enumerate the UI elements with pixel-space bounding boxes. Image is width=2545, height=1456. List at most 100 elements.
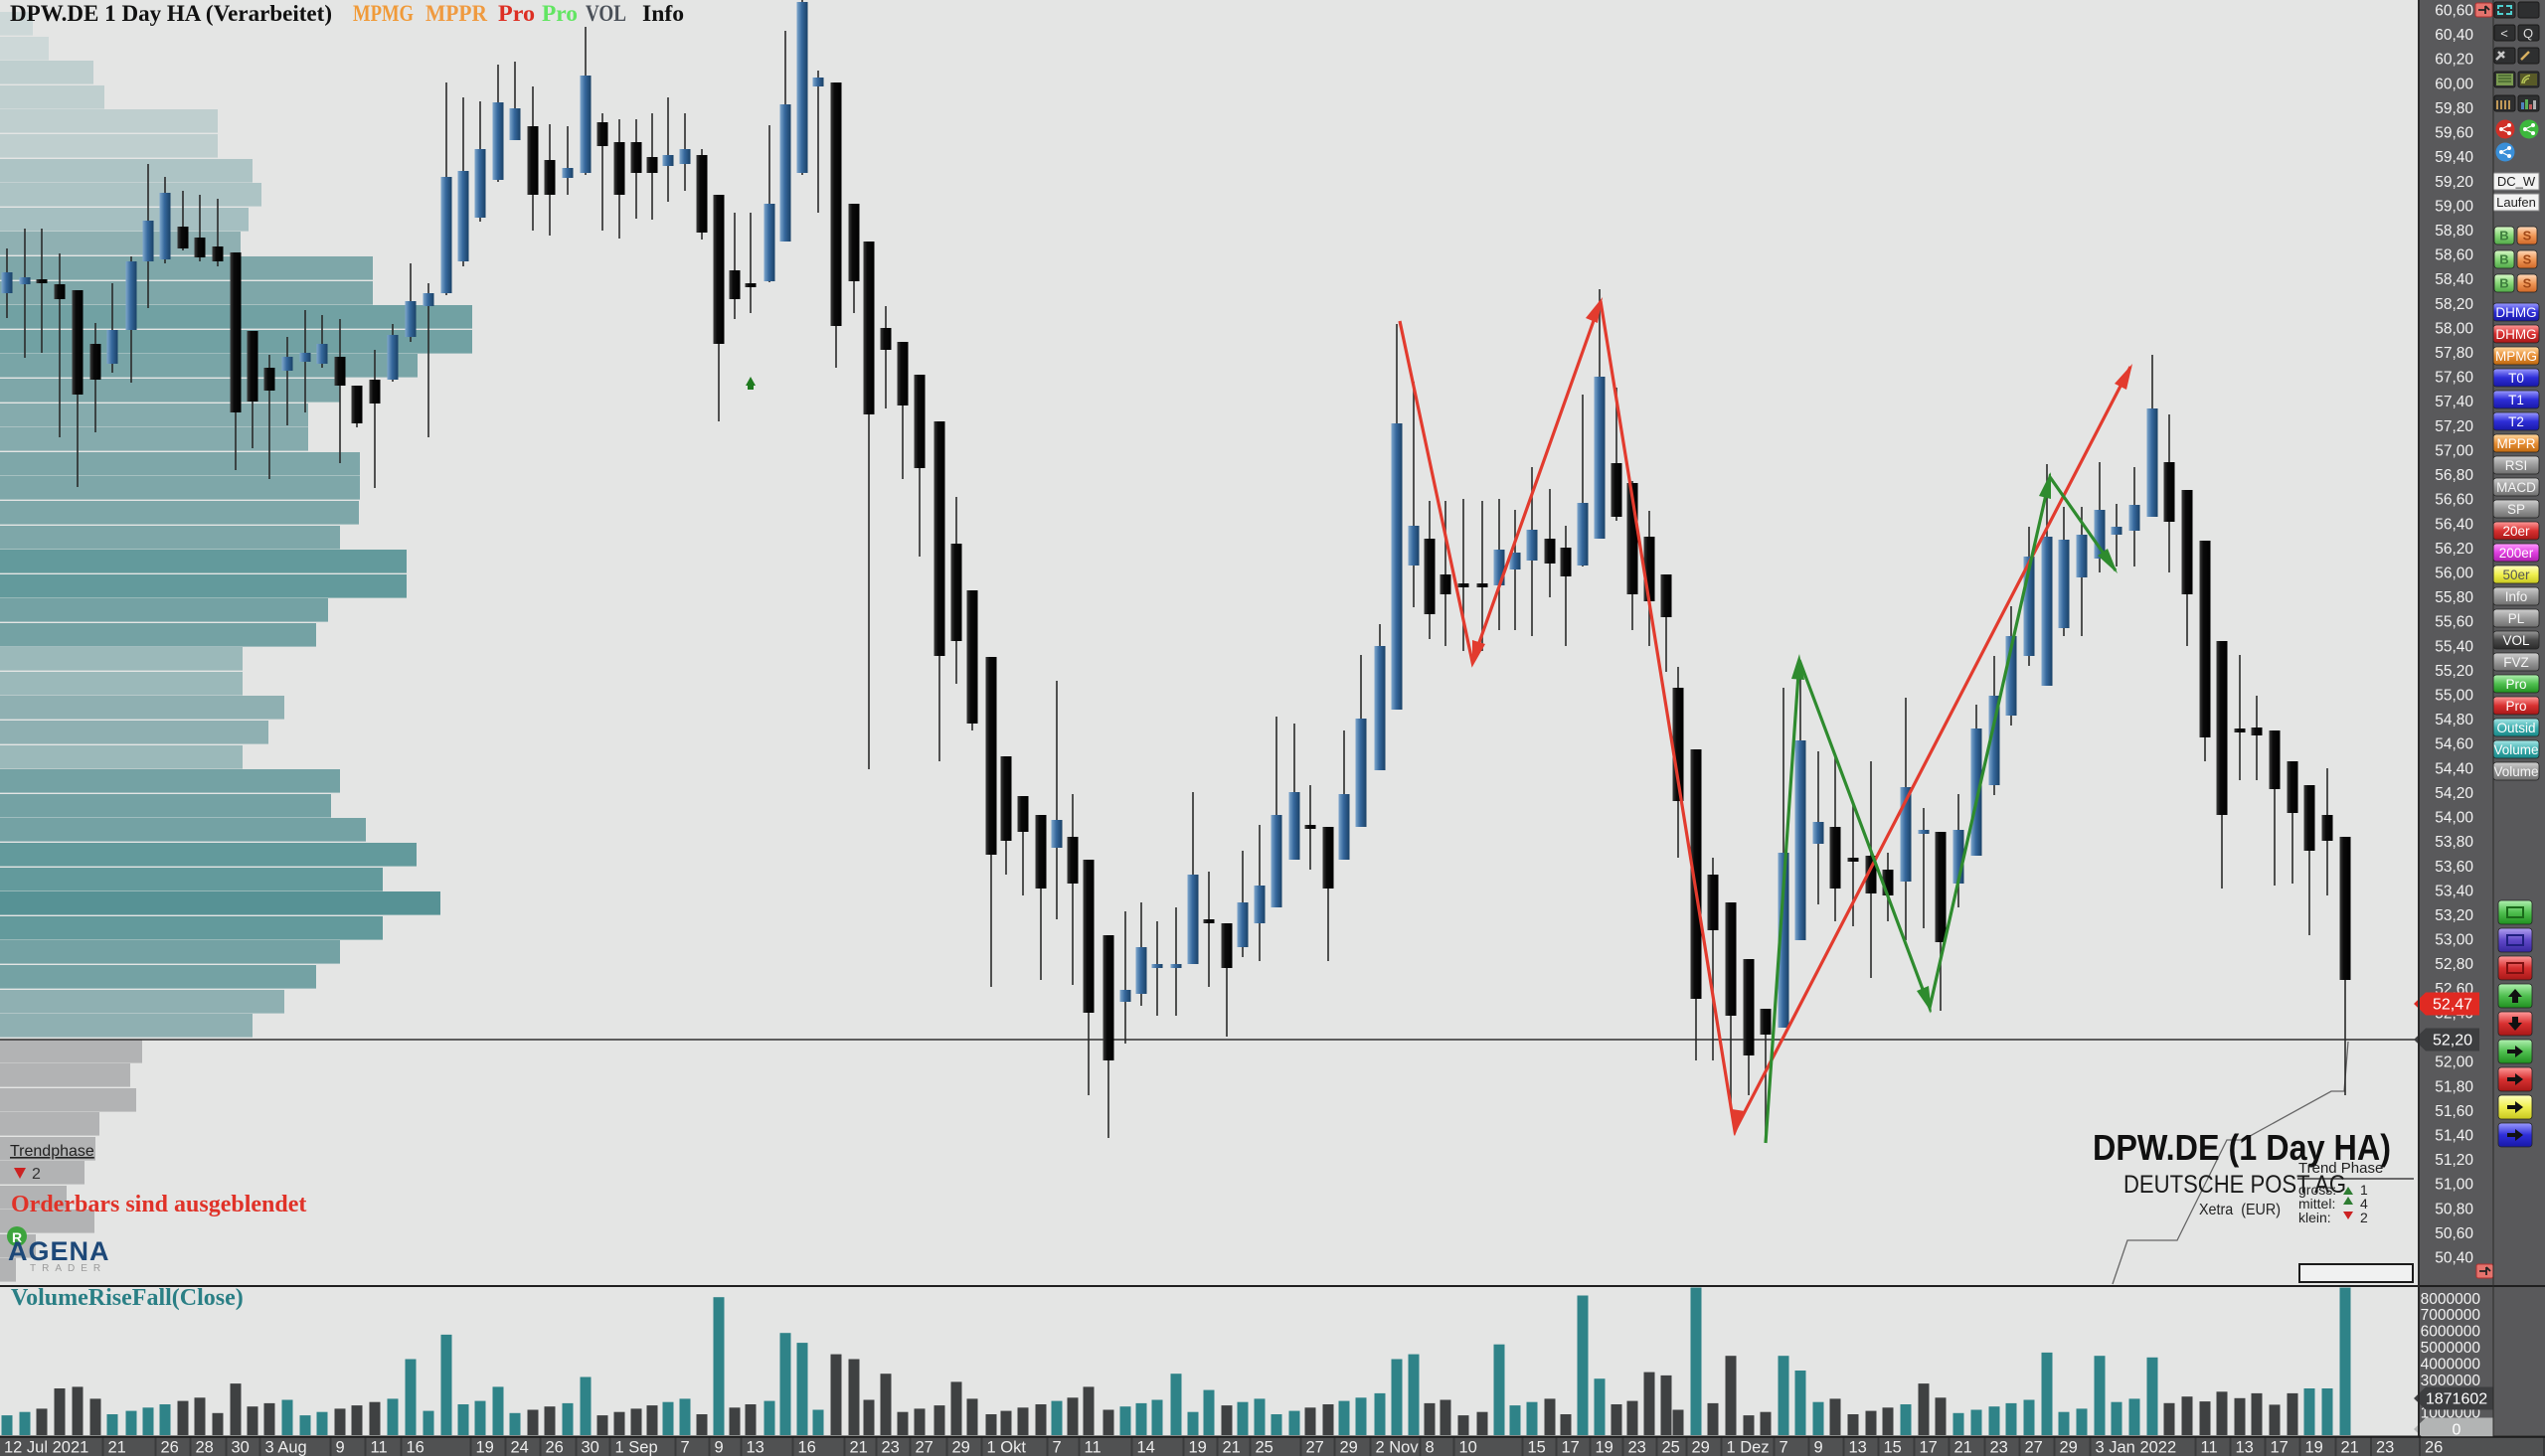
svg-text:5000000: 5000000 <box>2421 1340 2481 1357</box>
svg-text:52,80: 52,80 <box>2435 956 2473 973</box>
svg-text:19: 19 <box>2305 1439 2323 1456</box>
svg-text:VOL: VOL <box>586 1 626 26</box>
svg-text:58,00: 58,00 <box>2435 320 2473 337</box>
svg-text:1871602: 1871602 <box>2426 1391 2487 1408</box>
svg-text:29: 29 <box>1340 1439 1358 1456</box>
svg-text:55,00: 55,00 <box>2435 688 2473 705</box>
svg-text:7: 7 <box>681 1439 690 1456</box>
svg-text:57,80: 57,80 <box>2435 345 2473 362</box>
svg-text:1 Okt: 1 Okt <box>987 1439 1027 1456</box>
svg-text:17: 17 <box>1920 1439 1938 1456</box>
svg-text:3 Jan 2022: 3 Jan 2022 <box>2096 1439 2177 1456</box>
svg-text:51,00: 51,00 <box>2435 1177 2473 1194</box>
svg-text:27: 27 <box>1306 1439 1324 1456</box>
svg-text:B: B <box>2499 252 2508 267</box>
svg-text:29: 29 <box>2060 1439 2078 1456</box>
svg-text:gross:: gross: <box>2298 1182 2336 1198</box>
svg-text:21: 21 <box>1954 1439 1972 1456</box>
svg-text:56,40: 56,40 <box>2435 516 2473 533</box>
svg-text:29: 29 <box>952 1439 970 1456</box>
svg-text:57,60: 57,60 <box>2435 370 2473 387</box>
svg-text:Outsid: Outsid <box>2496 721 2535 735</box>
svg-text:B: B <box>2499 229 2508 243</box>
svg-text:26: 26 <box>546 1439 564 1456</box>
svg-text:Info: Info <box>642 1 684 26</box>
svg-text:59,20: 59,20 <box>2435 174 2473 191</box>
svg-text:9: 9 <box>715 1439 724 1456</box>
svg-text:28: 28 <box>196 1439 214 1456</box>
svg-text:klein:: klein: <box>2298 1210 2331 1225</box>
svg-text:51,20: 51,20 <box>2435 1152 2473 1169</box>
svg-text:Xetra (EUR): Xetra (EUR) <box>2199 1202 2281 1218</box>
svg-text:MPPR: MPPR <box>425 1 487 26</box>
svg-text:57,20: 57,20 <box>2435 418 2473 435</box>
svg-text:17: 17 <box>1562 1439 1580 1456</box>
svg-text:15: 15 <box>1528 1439 1546 1456</box>
svg-text:25: 25 <box>1256 1439 1273 1456</box>
svg-text:200er: 200er <box>2499 546 2534 561</box>
svg-text:Pro: Pro <box>542 1 578 26</box>
svg-text:11: 11 <box>371 1439 388 1456</box>
svg-text:VolumeRiseFall(Close): VolumeRiseFall(Close) <box>11 1285 244 1311</box>
svg-text:8000000: 8000000 <box>2421 1291 2481 1308</box>
svg-text:51,80: 51,80 <box>2435 1078 2473 1095</box>
svg-text:R: R <box>12 1229 22 1245</box>
svg-text:PL: PL <box>2508 611 2525 626</box>
svg-text:mittel:: mittel: <box>2298 1196 2335 1212</box>
svg-text:53,00: 53,00 <box>2435 932 2473 949</box>
svg-text:10: 10 <box>1459 1439 1477 1456</box>
svg-text:Info: Info <box>2505 589 2528 604</box>
svg-text:52,20: 52,20 <box>2433 1033 2472 1050</box>
svg-text:27: 27 <box>2025 1439 2043 1456</box>
svg-text:58,20: 58,20 <box>2435 296 2473 313</box>
svg-text:25: 25 <box>1662 1439 1680 1456</box>
svg-text:59,60: 59,60 <box>2435 125 2473 142</box>
svg-text:3000000: 3000000 <box>2421 1373 2481 1389</box>
svg-text:54,80: 54,80 <box>2435 712 2473 728</box>
svg-text:50,40: 50,40 <box>2435 1250 2473 1267</box>
svg-text:16: 16 <box>798 1439 816 1456</box>
svg-text:13: 13 <box>2236 1439 2254 1456</box>
svg-text:59,80: 59,80 <box>2435 100 2473 117</box>
svg-text:Q: Q <box>2523 26 2533 41</box>
svg-text:MACD: MACD <box>2496 480 2536 495</box>
svg-text:60,20: 60,20 <box>2435 52 2473 69</box>
svg-text:30: 30 <box>582 1439 599 1456</box>
svg-text:21: 21 <box>1223 1439 1241 1456</box>
svg-text:S: S <box>2523 252 2532 267</box>
svg-text:58,40: 58,40 <box>2435 271 2473 288</box>
svg-text:55,40: 55,40 <box>2435 638 2473 655</box>
svg-text:15: 15 <box>1884 1439 1902 1456</box>
svg-text:50er: 50er <box>2502 567 2530 582</box>
svg-text:55,60: 55,60 <box>2435 614 2473 631</box>
svg-text:Pro: Pro <box>2505 677 2526 692</box>
svg-text:19: 19 <box>476 1439 494 1456</box>
svg-text:56,20: 56,20 <box>2435 541 2473 558</box>
svg-text:26: 26 <box>161 1439 179 1456</box>
svg-text:9: 9 <box>1814 1439 1823 1456</box>
svg-text:2: 2 <box>32 1166 41 1183</box>
svg-text:30: 30 <box>232 1439 250 1456</box>
svg-text:53,80: 53,80 <box>2435 834 2473 851</box>
svg-text:B: B <box>2499 276 2508 291</box>
svg-text:Volume: Volume <box>2493 742 2538 757</box>
svg-text:23: 23 <box>1990 1439 2008 1456</box>
svg-text:51,60: 51,60 <box>2435 1103 2473 1120</box>
svg-text:12 Jul 2021: 12 Jul 2021 <box>4 1439 88 1456</box>
svg-text:52,47: 52,47 <box>2433 997 2472 1014</box>
svg-text:9: 9 <box>336 1439 345 1456</box>
svg-text:DC_W: DC_W <box>2497 174 2536 189</box>
svg-text:2: 2 <box>2360 1210 2368 1225</box>
svg-text:19: 19 <box>1596 1439 1613 1456</box>
svg-text:MPMG: MPMG <box>2495 349 2537 364</box>
svg-text:60,00: 60,00 <box>2435 76 2473 92</box>
svg-text:11: 11 <box>1085 1439 1102 1456</box>
svg-text:21: 21 <box>850 1439 868 1456</box>
svg-text:DPW.DE (1 Day HA): DPW.DE (1 Day HA) <box>2093 1127 2391 1168</box>
svg-text:8: 8 <box>1426 1439 1435 1456</box>
svg-text:1 Dez: 1 Dez <box>1727 1439 1770 1456</box>
svg-text:Volume: Volume <box>2493 764 2538 779</box>
svg-text:Pro: Pro <box>2505 699 2526 714</box>
svg-text:20er: 20er <box>2502 524 2530 539</box>
svg-text:26: 26 <box>2425 1439 2443 1456</box>
